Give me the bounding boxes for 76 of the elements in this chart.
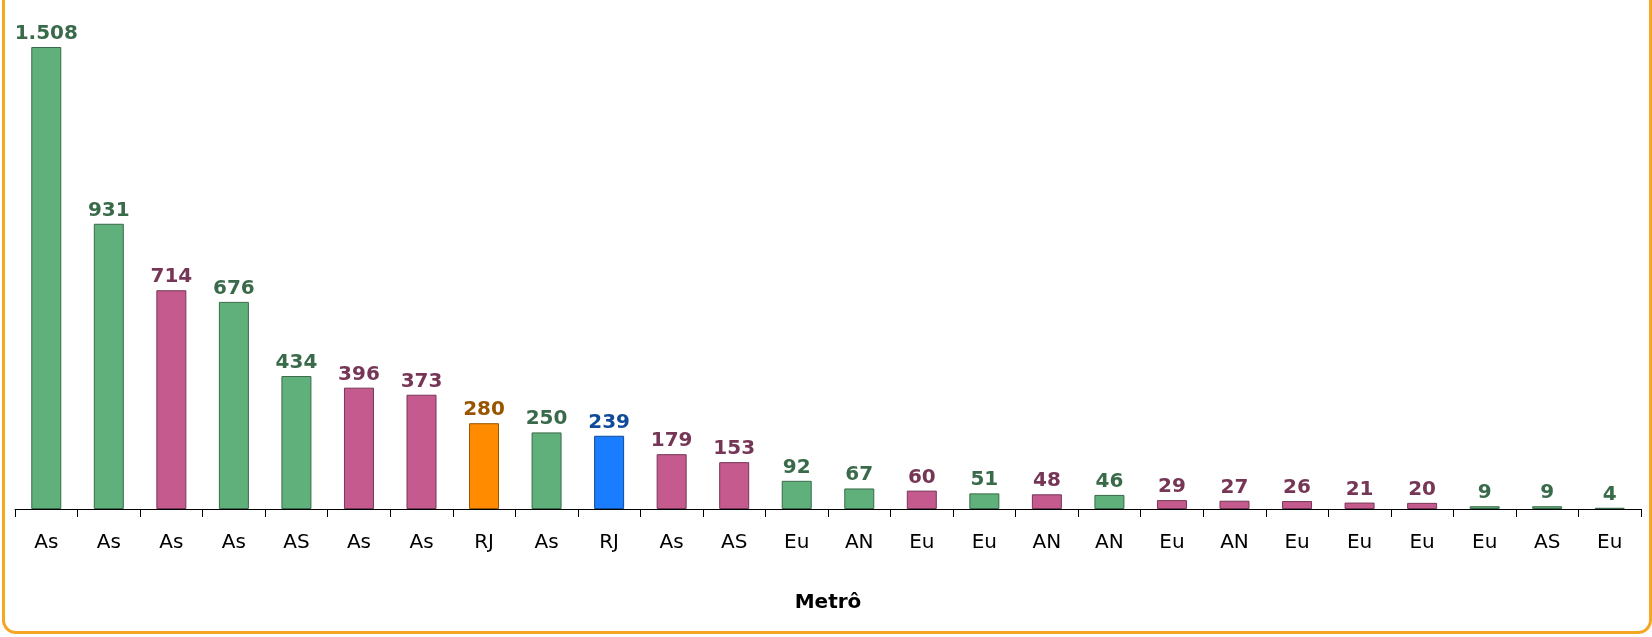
x-tick-label: AN — [844, 529, 874, 553]
bar — [1219, 500, 1250, 509]
data-label: 179 — [650, 427, 693, 452]
data-label: 931 — [87, 196, 130, 221]
data-label: 21 — [1345, 475, 1374, 500]
data-label: 20 — [1408, 475, 1437, 500]
bar — [281, 376, 312, 509]
bar — [156, 290, 187, 509]
bar — [719, 462, 750, 509]
data-label: 26 — [1283, 474, 1311, 499]
data-label: 27 — [1220, 473, 1249, 498]
bar — [906, 490, 937, 509]
x-tick-label: Eu — [1472, 529, 1498, 553]
data-label: 67 — [845, 461, 874, 486]
x-tick-label: Eu — [1346, 529, 1373, 553]
x-tick-label: As — [34, 529, 59, 553]
bar — [93, 223, 124, 509]
x-tick-label: Eu — [784, 529, 810, 553]
x-tick-label: AN — [1220, 529, 1249, 553]
data-label: 396 — [338, 360, 380, 385]
x-tick-label: Eu — [1409, 529, 1435, 553]
x-tick-label: Eu — [909, 529, 935, 553]
data-label: 153 — [713, 435, 756, 460]
data-label: 1.508 — [14, 20, 78, 44]
data-label: 4 — [1602, 480, 1617, 505]
x-tick-label: AS — [283, 529, 310, 553]
x-tick-label: As — [409, 529, 434, 553]
x-tick-label: Eu — [1159, 529, 1185, 553]
x-tick-label: As — [221, 529, 246, 553]
bar — [594, 435, 625, 509]
bar — [844, 488, 875, 509]
x-tick-label: Eu — [1597, 529, 1623, 553]
x-tick-label: AN — [1095, 529, 1124, 553]
bar — [1031, 494, 1062, 509]
bar — [1156, 500, 1187, 509]
data-label: 373 — [400, 367, 443, 392]
data-label: 280 — [463, 396, 505, 421]
bar — [31, 47, 62, 509]
data-label: 9 — [1540, 479, 1555, 504]
bar — [531, 432, 562, 509]
bar — [343, 387, 374, 509]
x-tick-label: As — [534, 529, 559, 553]
x-tick-label: As — [659, 529, 684, 553]
x-tick-label: AS — [1534, 529, 1561, 553]
data-label: 714 — [150, 263, 193, 288]
x-tick-label: Eu — [971, 529, 997, 553]
data-label: 92 — [782, 453, 811, 478]
data-label: 250 — [525, 405, 568, 430]
bar — [1094, 494, 1125, 509]
bar — [781, 480, 812, 509]
data-label: 434 — [275, 349, 318, 374]
data-label: 676 — [213, 274, 255, 299]
x-tick-label: As — [346, 529, 372, 553]
data-label: 51 — [970, 466, 999, 491]
x-tick-label: As — [96, 529, 121, 553]
bar — [656, 454, 687, 509]
bar — [1344, 502, 1375, 509]
bar — [1282, 501, 1313, 509]
x-tick-label: As — [159, 529, 184, 553]
bar — [218, 301, 249, 509]
bar — [469, 423, 500, 509]
x-tick-label: AS — [721, 529, 748, 553]
data-label: 9 — [1477, 479, 1492, 504]
x-axis-title: Metrô — [794, 589, 862, 613]
data-label: 48 — [1032, 467, 1061, 492]
data-label: 46 — [1095, 467, 1124, 492]
x-tick-label: RJ — [474, 529, 494, 553]
bar — [406, 394, 437, 509]
x-tick-label: Eu — [1284, 529, 1310, 553]
data-label: 239 — [588, 408, 630, 433]
x-tick-label: RJ — [599, 529, 620, 553]
bar — [1407, 502, 1438, 509]
data-label: 60 — [907, 463, 936, 488]
data-label: 29 — [1158, 473, 1186, 498]
bar — [969, 493, 1000, 509]
x-tick-label: AN — [1032, 529, 1062, 553]
